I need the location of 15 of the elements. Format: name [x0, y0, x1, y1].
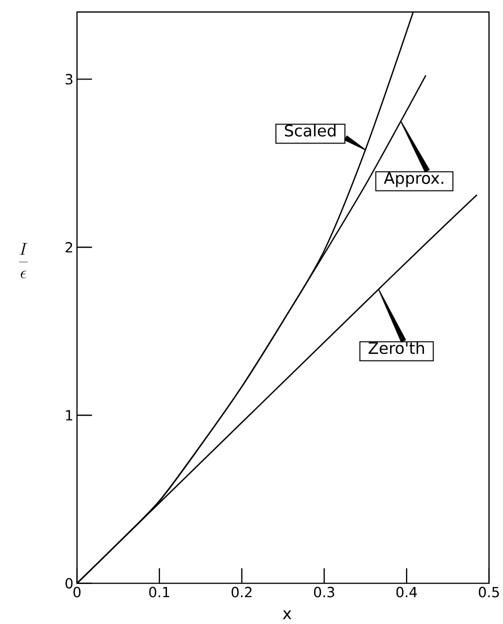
- x-tick-label: 0.1: [149, 586, 170, 598]
- x-tick-label: 0: [73, 586, 80, 598]
- x-tick-label: 0.3: [314, 586, 334, 598]
- series-label: Zero'th: [368, 342, 424, 354]
- y-axis-title: $\frac{I}{\epsilon}$: [18, 242, 28, 278]
- x-axis-title: x: [282, 610, 292, 620]
- text: Scaled: [284, 124, 336, 137]
- x-tick-label: 0.4: [396, 586, 417, 598]
- y-tick-label: 2: [65, 242, 72, 252]
- x-tick-label: 0.2: [231, 586, 252, 598]
- series-label: Approx.: [384, 172, 443, 188]
- y-tick-label: 0: [65, 578, 72, 589]
- x-tick-label: 0.5: [478, 586, 499, 598]
- y-tick-label: 3: [65, 74, 72, 84]
- y-tick-label: 1: [66, 410, 72, 420]
